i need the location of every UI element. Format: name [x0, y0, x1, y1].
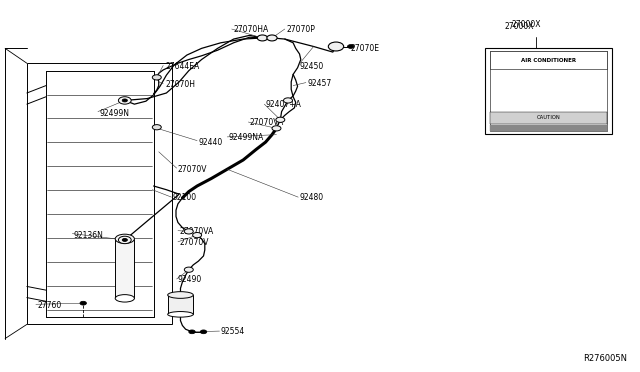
Ellipse shape [168, 312, 193, 317]
Circle shape [267, 35, 277, 41]
Bar [490, 125, 607, 131]
Text: 92480: 92480 [300, 193, 324, 202]
Text: 92100: 92100 [173, 193, 197, 202]
Circle shape [328, 42, 344, 51]
Text: 92499NA: 92499NA [228, 133, 264, 142]
Text: 92554: 92554 [221, 327, 245, 336]
Circle shape [80, 301, 86, 305]
Ellipse shape [115, 295, 134, 302]
Text: 27070V: 27070V [179, 238, 209, 247]
Ellipse shape [115, 234, 134, 244]
Text: 27070E: 27070E [351, 44, 380, 53]
Text: 92457: 92457 [307, 79, 332, 88]
Bar [115, 239, 134, 298]
Text: 27644EA: 27644EA [165, 62, 200, 71]
Text: 27070H: 27070H [165, 80, 195, 89]
Text: 92440: 92440 [198, 138, 223, 147]
Text: CAUTION: CAUTION [536, 115, 561, 121]
Circle shape [184, 229, 193, 234]
Circle shape [200, 330, 207, 334]
Text: 27760: 27760 [37, 301, 61, 310]
Text: AIR CONDITIONER: AIR CONDITIONER [521, 58, 576, 63]
Circle shape [272, 126, 281, 131]
Bar [490, 51, 607, 69]
Circle shape [152, 125, 161, 130]
Bar [490, 51, 607, 131]
Bar [168, 295, 193, 314]
Circle shape [122, 238, 127, 241]
Text: R276005N: R276005N [583, 354, 627, 363]
Circle shape [189, 330, 195, 334]
Circle shape [348, 45, 354, 48]
Circle shape [276, 117, 285, 122]
Text: 27070VA: 27070VA [179, 227, 214, 236]
Circle shape [193, 232, 202, 238]
Circle shape [118, 97, 131, 104]
Text: 92499N: 92499N [99, 109, 129, 118]
Text: 27070HA: 27070HA [234, 25, 269, 34]
Text: 92407+A: 92407+A [266, 100, 301, 109]
Bar [485, 48, 612, 134]
Circle shape [118, 236, 131, 244]
Text: 27070V: 27070V [178, 165, 207, 174]
Text: 27070VA: 27070VA [250, 118, 284, 127]
Circle shape [284, 98, 292, 103]
Circle shape [152, 75, 161, 80]
Ellipse shape [168, 292, 193, 298]
Text: 92490: 92490 [178, 275, 202, 284]
Text: 92450: 92450 [300, 62, 324, 71]
Text: 27000X: 27000X [512, 20, 541, 29]
Text: 27070P: 27070P [286, 25, 315, 34]
Circle shape [184, 267, 193, 272]
Text: 92136N: 92136N [74, 231, 104, 240]
Circle shape [257, 35, 268, 41]
Text: 27000X: 27000X [504, 22, 534, 31]
Bar [490, 112, 607, 124]
Circle shape [122, 99, 127, 102]
